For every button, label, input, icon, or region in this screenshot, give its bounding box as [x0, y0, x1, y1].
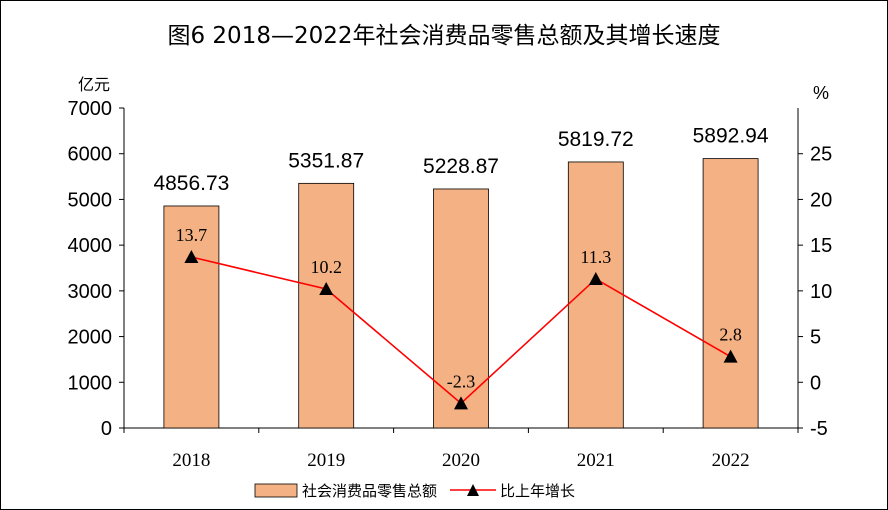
growth-marker — [454, 396, 468, 410]
chart-title: 图6 2018—2022年社会消费品零售总额及其增长速度 — [167, 23, 721, 49]
right-axis-unit: % — [813, 83, 829, 103]
x-axis-tick-label: 2022 — [712, 450, 750, 471]
bar — [163, 205, 220, 429]
bar — [433, 188, 489, 429]
x-axis-tick-label: 2018 — [172, 450, 210, 471]
left-axis-tick-label: 4000 — [68, 235, 113, 257]
bar-value-label: 5819.72 — [558, 128, 634, 151]
left-axis-tick-label: 1000 — [68, 372, 113, 394]
right-axis-tick-label: 25 — [810, 144, 832, 166]
right-axis-tick-label: 0 — [810, 372, 821, 394]
growth-value-label: 11.3 — [580, 247, 611, 267]
growth-value-label: -2.3 — [447, 371, 476, 391]
legend-bar-swatch — [254, 483, 298, 498]
growth-value-label: 2.8 — [719, 325, 742, 345]
growth-marker — [319, 282, 334, 296]
right-axis-tick-label: 15 — [810, 235, 832, 257]
left-axis-tick-label: 7000 — [68, 98, 113, 120]
bar-value-label: 4856.73 — [153, 172, 229, 195]
legend-triangle-icon — [467, 484, 479, 496]
right-axis-tick-label: 10 — [810, 281, 832, 303]
left-axis-tick-label: 3000 — [68, 281, 113, 303]
bar — [567, 161, 624, 429]
left-axis-tick-label: 5000 — [68, 189, 113, 211]
legend-bar-label: 社会消费品零售总额 — [302, 482, 437, 500]
left-axis-unit: 亿元 — [78, 75, 110, 94]
bar-value-label: 5892.94 — [693, 125, 769, 148]
right-axis-tick-label: 5 — [810, 327, 821, 349]
left-axis-tick-label: 2000 — [68, 327, 113, 349]
x-axis-tick-label: 2019 — [307, 450, 345, 471]
bar — [702, 158, 759, 429]
bar-value-label: 5228.87 — [423, 155, 499, 178]
growth-marker — [723, 349, 738, 363]
left-axis-tick-label: 6000 — [68, 144, 113, 166]
growth-value-label: 13.7 — [176, 225, 208, 245]
legend-line-label: 比上年增长 — [500, 482, 575, 500]
growth-marker — [184, 250, 199, 264]
left-axis-tick-label: 0 — [101, 418, 112, 440]
right-axis-tick-label: 20 — [810, 189, 832, 211]
growth-marker — [588, 271, 603, 285]
x-axis-tick-label: 2020 — [442, 450, 480, 471]
bar — [298, 182, 355, 429]
right-axis-tick-label: -5 — [810, 418, 828, 440]
x-axis-tick-label: 2021 — [577, 450, 615, 471]
growth-value-label: 10.2 — [310, 257, 342, 277]
bar-value-label: 5351.87 — [288, 149, 364, 172]
